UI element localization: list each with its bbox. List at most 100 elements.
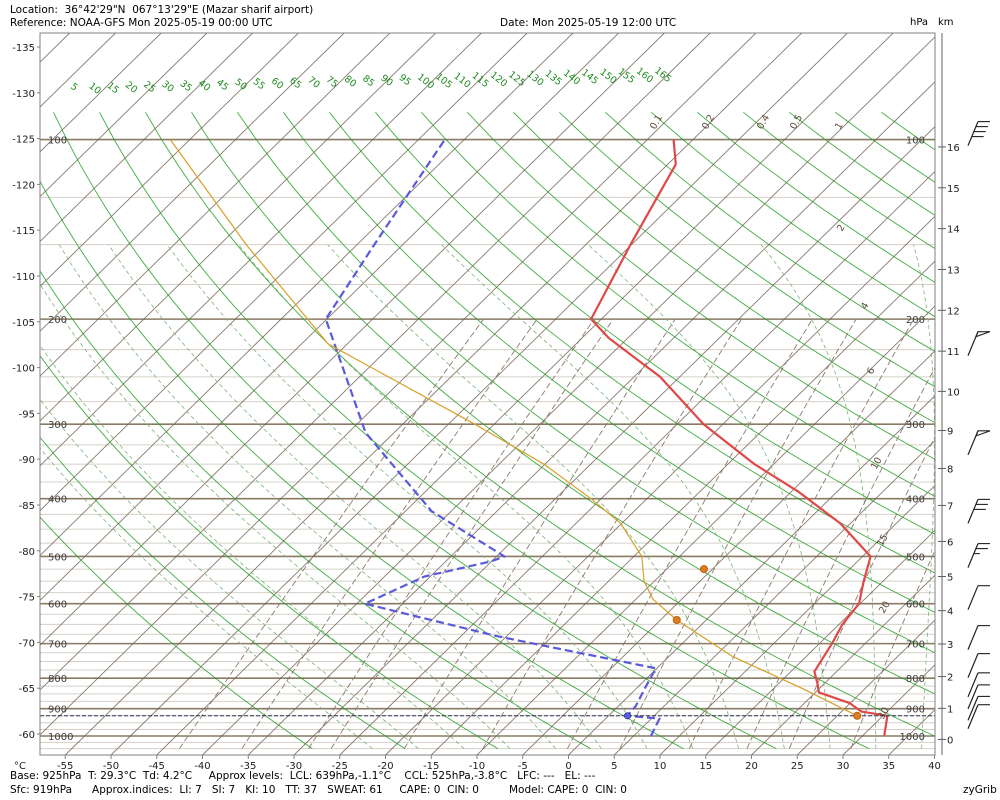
isotherm-label: 30	[159, 79, 175, 95]
mixing-ratio-line	[619, 318, 857, 749]
mixing-ratio-label: 20	[877, 600, 893, 616]
km-tick-label: 1	[947, 704, 953, 715]
wind-barb-staff	[967, 585, 979, 610]
wind-barb-staff	[967, 704, 979, 729]
km-tick-label: 5	[947, 572, 953, 583]
isotherm-label: 135	[543, 68, 564, 88]
wind-barb-staff	[967, 625, 979, 650]
isotherm-line	[40, 33, 574, 557]
isotherm-line	[40, 33, 665, 646]
moist-adiabat	[58, 244, 556, 749]
dry-adiabat	[421, 111, 935, 497]
isotherm-label: 115	[470, 70, 491, 90]
km-tick-label: 10	[947, 387, 960, 398]
isotherm-label: 105	[433, 71, 454, 91]
pressure-label-left: 400	[48, 495, 67, 506]
dry-adiabat	[99, 112, 870, 750]
km-tick-label: 14	[947, 225, 960, 236]
isotherm-label: 120	[488, 70, 509, 90]
km-tick-label: 3	[947, 640, 953, 651]
dry-adiabat	[40, 354, 499, 749]
wind-barb	[967, 498, 990, 524]
isotherm-label: 130	[524, 69, 545, 89]
x-tick-label: -10	[469, 761, 485, 772]
left-tick-label: -120	[12, 180, 35, 191]
x-axis-title: °C	[14, 761, 26, 772]
mixing-ratio-label: 4	[859, 301, 872, 312]
pressure-label-right: 700	[906, 640, 925, 651]
dry-adiabat	[40, 436, 406, 749]
km-tick-label: 13	[947, 265, 960, 276]
isotherm-line	[40, 33, 208, 198]
km-tick-label: 12	[947, 306, 960, 317]
km-tick-label: 15	[947, 184, 960, 195]
wind-barb	[967, 672, 990, 698]
left-tick-label: -85	[19, 501, 35, 512]
moist-adiabat	[40, 283, 511, 749]
isotherm-label: 65	[287, 75, 303, 91]
isotherm-line	[40, 33, 528, 512]
isotherm-label: 110	[451, 71, 472, 91]
mixing-ratio-line	[788, 435, 935, 749]
dry-adiabat	[145, 112, 935, 737]
left-tick-label: -115	[12, 226, 35, 237]
wind-barb	[967, 695, 990, 721]
isotherm-label: 150	[597, 67, 618, 87]
pressure-label-left: 100	[48, 136, 67, 147]
isotherm-line	[659, 484, 935, 755]
x-tick-label: -50	[103, 761, 119, 772]
wind-barb-staff	[967, 653, 979, 678]
mixing-ratio-line	[746, 366, 935, 749]
km-tick-label: 11	[947, 347, 960, 358]
left-tick-label: -70	[19, 638, 35, 649]
mixing-ratio-line	[330, 318, 614, 749]
x-tick-label: 35	[882, 761, 895, 772]
mixing-ratio-line	[241, 318, 538, 749]
x-tick-label: -55	[57, 761, 73, 772]
dewpoint-profile	[324, 138, 661, 737]
isotherm-line	[40, 33, 345, 332]
moist-adiabat	[327, 244, 739, 749]
isotherm-label: 35	[178, 78, 194, 94]
left-tick-label: -125	[12, 135, 35, 146]
isotherm-line	[705, 529, 935, 755]
pressure-label-left: 200	[48, 315, 67, 326]
dry-adiabat	[40, 516, 313, 749]
km-tick-label: 6	[947, 537, 953, 548]
pressure-label-right: 100	[906, 136, 925, 147]
mixing-ratio-label: 0.1	[648, 113, 665, 132]
mixing-ratio-label: 10	[869, 456, 885, 472]
dry-adiabat	[283, 112, 935, 613]
wind-barb	[967, 585, 990, 610]
pressure-label-left: 700	[48, 640, 67, 651]
mixing-ratio-label: 30	[876, 706, 892, 722]
isotherm-label: 25	[141, 79, 157, 95]
x-tick-label: -35	[240, 761, 256, 772]
mixing-ratio-label: 0.2	[700, 113, 717, 132]
marker-base	[853, 711, 862, 720]
wind-barb-pennant	[975, 331, 991, 338]
x-tick-label: 15	[699, 761, 712, 772]
location-text: Location: 36°42'29"N 067°13'29"E (Mazar …	[10, 4, 314, 16]
mixing-ratio-label: 0.5	[788, 113, 805, 132]
left-tick-label: -130	[12, 89, 35, 100]
dry-adiabat	[375, 112, 935, 535]
moist-adiabat	[913, 244, 935, 749]
isotherm-label: 160	[634, 66, 655, 86]
km-tick-label: 9	[947, 426, 953, 437]
isotherm-line	[339, 170, 935, 755]
mixing-ratio-line	[850, 549, 935, 749]
moist-adiabat	[760, 244, 877, 749]
dry-adiabat	[191, 112, 935, 695]
isotherm-label: 155	[616, 66, 637, 86]
mixing-ratio-label: 15	[875, 533, 891, 549]
isotherm-line	[613, 439, 935, 755]
pressure-label-right: 600	[906, 600, 925, 611]
isotherm-label: 60	[269, 76, 285, 92]
dry-adiabat	[329, 112, 935, 574]
pressure-label-left: 600	[48, 600, 67, 611]
wind-barbs	[967, 121, 991, 729]
mixing-ratio-label: 0.4	[755, 113, 772, 132]
isotherm-line	[40, 33, 757, 736]
